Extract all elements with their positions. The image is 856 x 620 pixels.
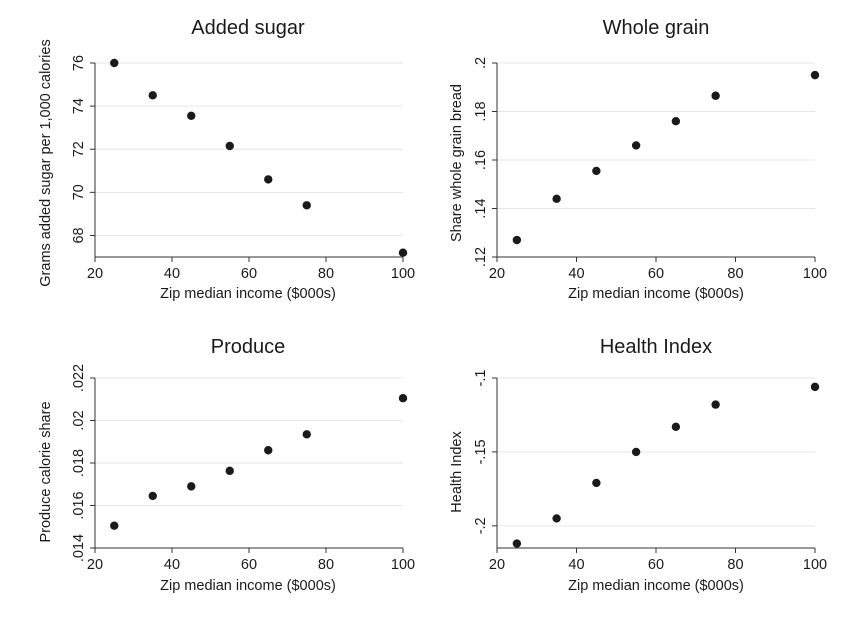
x-tick-label: 60	[241, 557, 257, 573]
y-tick-label: .016	[71, 491, 87, 519]
y-axis-label: Health Index	[449, 431, 465, 513]
data-point	[110, 521, 119, 530]
data-point	[631, 447, 641, 457]
data-point	[187, 111, 196, 121]
data-point	[810, 70, 820, 80]
y-tick-label: -.2	[473, 517, 489, 534]
data-point	[225, 466, 234, 476]
y-axis-label: Share whole grain bread	[449, 84, 465, 242]
x-tick-label: 40	[164, 266, 180, 282]
y-tick-label: -.15	[473, 439, 489, 464]
x-tick-label: 60	[648, 266, 664, 282]
y-tick-label: -.1	[473, 370, 489, 387]
panel-title: Health Index	[600, 336, 712, 358]
data-point	[671, 422, 681, 431]
data-point	[711, 91, 720, 100]
y-tick-label: .12	[473, 247, 489, 267]
x-tick-label: 100	[803, 557, 827, 573]
data-point	[302, 430, 311, 439]
x-tick-label: 20	[87, 557, 103, 573]
panel-added-sugar: Added sugar Zip median income ($000s) Gr…	[38, 17, 415, 302]
data-point	[148, 491, 157, 501]
x-tick-label: 20	[489, 266, 505, 282]
x-axis-label: Zip median income ($000s)	[568, 578, 744, 594]
y-tick-label: .2	[473, 57, 489, 69]
data-point	[302, 201, 311, 210]
y-tick-label: 70	[71, 184, 87, 200]
data-point	[810, 382, 820, 392]
panel-produce: Produce Zip median income ($000s) Produc…	[38, 336, 415, 594]
y-axis-label: Grams added sugar per 1,000 calories	[38, 39, 54, 286]
y-axis-label: Produce calorie share	[38, 401, 54, 542]
panel-whole-grain: Whole grain Zip median income ($000s) Sh…	[449, 17, 827, 302]
data-point	[398, 248, 408, 257]
data-point	[398, 393, 408, 403]
x-tick-label: 100	[391, 557, 415, 573]
y-tick-label: 72	[71, 141, 87, 157]
x-axis-label: Zip median income ($000s)	[160, 578, 336, 594]
x-tick-label: 20	[87, 266, 103, 282]
y-tick-label: .022	[71, 364, 87, 392]
x-axis-label: Zip median income ($000s)	[568, 286, 744, 302]
y-tick-label: .014	[71, 534, 87, 562]
y-tick-label: .18	[473, 101, 489, 121]
x-tick-label: 100	[391, 266, 415, 282]
data-point	[148, 91, 157, 100]
data-point	[187, 482, 196, 491]
data-point	[512, 539, 522, 548]
x-tick-label: 100	[803, 266, 827, 282]
x-tick-label: 40	[568, 557, 584, 573]
data-point	[592, 478, 601, 488]
y-tick-label: .14	[473, 198, 489, 218]
y-tick-label: .018	[71, 449, 87, 477]
panel-title: Produce	[211, 336, 286, 358]
x-tick-label: 80	[318, 266, 334, 282]
x-tick-label: 60	[648, 557, 664, 573]
data-point	[264, 446, 273, 455]
y-tick-label: .16	[473, 150, 489, 170]
y-tick-label: 74	[71, 98, 87, 114]
y-tick-label: .02	[71, 410, 87, 430]
x-tick-label: 20	[489, 557, 505, 573]
data-point	[711, 400, 720, 409]
data-point	[552, 194, 561, 203]
x-tick-label: 80	[727, 557, 743, 573]
data-point	[592, 166, 601, 176]
data-point	[631, 141, 641, 150]
y-tick-label: 76	[71, 55, 87, 71]
x-tick-label: 80	[727, 266, 743, 282]
y-tick-label: 68	[71, 227, 87, 243]
data-point	[110, 58, 119, 68]
data-point	[264, 175, 273, 184]
x-tick-label: 40	[568, 266, 584, 282]
x-axis-label: Zip median income ($000s)	[160, 286, 336, 302]
panel-title: Whole grain	[603, 17, 710, 39]
panel-title: Added sugar	[191, 17, 305, 39]
data-point	[512, 235, 522, 245]
panel-health-index: Health Index Zip median income ($000s) H…	[449, 336, 827, 594]
x-tick-label: 40	[164, 557, 180, 573]
data-point	[552, 514, 561, 523]
data-point	[671, 117, 681, 126]
x-tick-label: 80	[318, 557, 334, 573]
x-tick-label: 60	[241, 266, 257, 282]
data-point	[225, 141, 234, 151]
